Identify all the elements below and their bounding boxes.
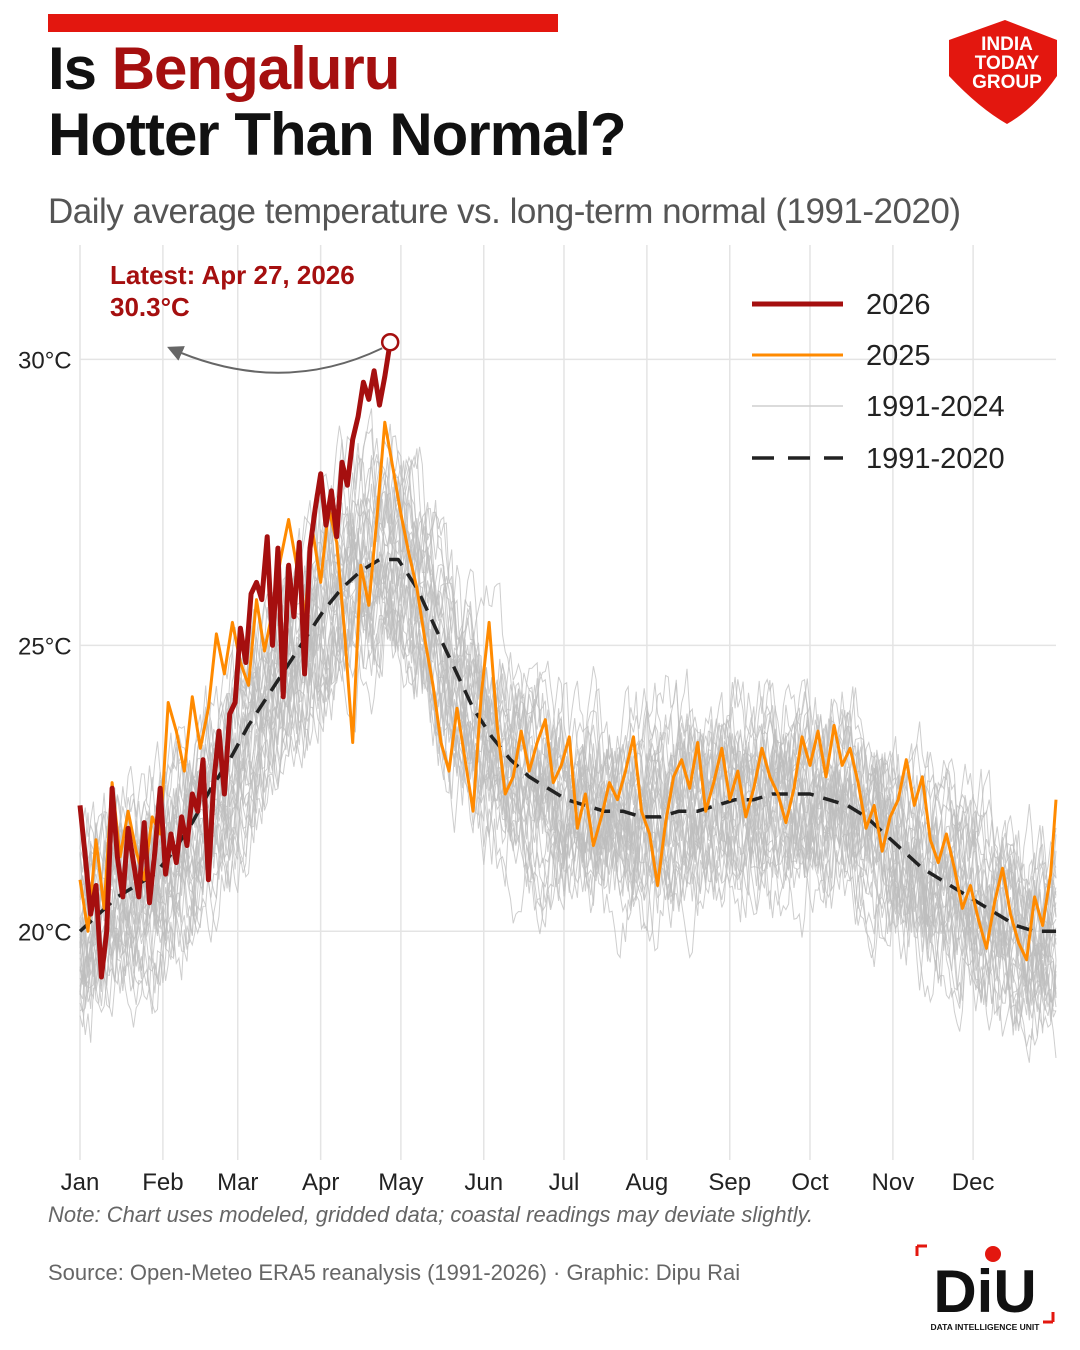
- annotation-value: 30.3°C: [110, 292, 190, 322]
- chart-series: [77, 341, 1058, 980]
- y-tick-label: 20°C: [18, 919, 72, 946]
- title-line2: Hotter Than Normal?: [48, 101, 627, 168]
- x-tick-label: Aug: [626, 1169, 669, 1196]
- annotation-date: Latest: Apr 27, 2026: [110, 260, 355, 290]
- latest-annotation: Latest: Apr 27, 2026 30.3°C: [110, 260, 400, 374]
- logo-line-1: INDIA: [981, 34, 1033, 55]
- legend-label-2026: 2026: [866, 289, 931, 321]
- logo-corner-right: [1043, 1312, 1055, 1324]
- history-line: [79, 562, 1057, 1063]
- series-2025-line: [78, 420, 1058, 962]
- x-tick-label: Dec: [952, 1169, 995, 1196]
- chart-note: Note: Chart uses modeled, gridded data; …: [48, 1202, 814, 1227]
- history-line: [79, 538, 1057, 1021]
- logo-dot: [985, 1246, 1001, 1262]
- x-tick-label: Oct: [791, 1169, 829, 1196]
- logo-shield: [949, 20, 1057, 124]
- history-line: [79, 555, 1057, 1028]
- history-line: [79, 492, 1057, 1037]
- page-title: Is Bengaluru Hotter Than Normal?: [48, 35, 627, 168]
- history-line: [79, 425, 1057, 938]
- x-tick-label: Feb: [142, 1169, 183, 1196]
- x-tick-label: Jan: [61, 1169, 100, 1196]
- latest-point-marker: [380, 332, 400, 352]
- series-1991-2024: [79, 408, 1057, 1063]
- history-line: [79, 550, 1057, 1003]
- india-today-group-logo: INDIA TODAY GROUP: [949, 20, 1057, 124]
- chart-legend: 2026 2025 1991-2024 1991-2020: [752, 289, 1005, 475]
- x-tick-label: Sep: [708, 1169, 751, 1196]
- title-city: Bengaluru: [111, 35, 401, 102]
- legend-label-history: 1991-2024: [866, 391, 1005, 423]
- x-tick-label: Jun: [464, 1169, 503, 1196]
- y-tick-label: 30°C: [18, 347, 72, 374]
- series-2026-line: [77, 341, 393, 980]
- title-prefix: Is: [48, 35, 112, 102]
- logo-line-2: TODAY: [975, 53, 1040, 74]
- legend-label-2025: 2025: [866, 340, 931, 372]
- x-axis: Jan Feb Mar Apr May Jun Jul Aug Sep Oct Nov Dec: [61, 1169, 995, 1196]
- x-tick-label: Jul: [549, 1169, 580, 1196]
- logo-line-3: GROUP: [972, 72, 1042, 93]
- logo-unit-name: DATA INTELLIGENCE UNIT: [931, 1322, 1041, 1332]
- logo-corner-left: [915, 1244, 927, 1256]
- accent-bar: [48, 14, 558, 32]
- x-tick-label: Nov: [872, 1169, 915, 1196]
- y-tick-label: 25°C: [18, 633, 72, 660]
- chart-source: Source: Open-Meteo ERA5 reanalysis (1991…: [48, 1260, 741, 1285]
- data-intelligence-unit-logo: DiU DATA INTELLIGENCE UNIT: [915, 1244, 1055, 1332]
- annotation-arrow: [167, 346, 383, 374]
- x-tick-label: Mar: [217, 1169, 258, 1196]
- logo-mark: DiU: [933, 1258, 1036, 1325]
- series-1991-2020-line: [78, 557, 1056, 934]
- history-line: [79, 448, 1057, 962]
- chart-subtitle: Daily average temperature vs. long-term …: [48, 192, 961, 231]
- legend-label-normal: 1991-2020: [866, 443, 1005, 475]
- x-tick-label: Apr: [302, 1169, 339, 1196]
- x-tick-label: May: [378, 1169, 423, 1196]
- history-line: [79, 423, 1057, 987]
- y-axis: 20°C 25°C 30°C: [18, 347, 72, 946]
